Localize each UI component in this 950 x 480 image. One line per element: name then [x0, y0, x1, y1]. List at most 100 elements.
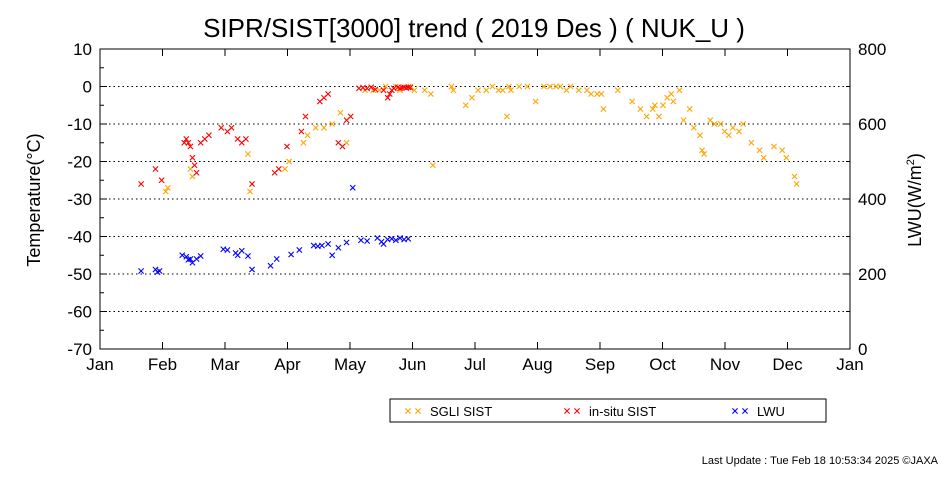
sgli-sist-point: [670, 98, 677, 105]
sgli-sist-point: [637, 106, 644, 112]
legend-marker-lwu: [742, 408, 748, 414]
sgli-sist-point: [547, 83, 553, 90]
y2-tick-label: 800: [858, 40, 886, 59]
lwu-point: [397, 235, 403, 241]
sgli-sist-point: [329, 121, 336, 127]
y-tick-label: -50: [67, 265, 92, 284]
lwu-point: [197, 253, 204, 259]
legend-label-sgli-sist: SGLI SIST: [430, 404, 492, 419]
y-tick-label: -30: [67, 190, 92, 209]
sgli-sist-point: [711, 121, 718, 127]
lwu-point: [343, 239, 350, 246]
in-situ-sist-point: [275, 166, 282, 172]
in-situ-sist-point: [193, 169, 200, 176]
sgli-sist-point: [740, 121, 747, 127]
sgli-sist-point: [729, 124, 736, 131]
x-tick-label: Jan: [836, 355, 863, 374]
sgli-sist-point: [300, 139, 307, 146]
sgli-sist-point: [649, 106, 656, 112]
x-tick-label: Nov: [710, 355, 741, 374]
axis-ticks: [99, 48, 851, 350]
y-tick-label: -40: [67, 228, 92, 247]
sgli-sist-point: [651, 102, 658, 109]
sgli-sist-point: [629, 98, 636, 105]
last-update-text: Last Update : Tue Feb 18 10:53:34 2025 ©…: [701, 455, 938, 467]
in-situ-sist-point: [347, 113, 354, 120]
sgli-sist-point: [725, 132, 732, 139]
x-tick-label: May: [334, 355, 367, 374]
lwu-point: [318, 242, 325, 249]
lwu-point: [138, 268, 145, 274]
lwu-point: [187, 256, 194, 262]
sgli-sist-point: [247, 188, 253, 195]
legend-box: [389, 398, 827, 423]
lwu-point: [349, 184, 356, 191]
lwu-point: [267, 262, 274, 269]
sgli-sist-point: [411, 87, 418, 94]
sgli-sist-point: [507, 87, 514, 94]
x-tick-label: Sep: [585, 355, 615, 374]
x-tick-label: Apr: [274, 355, 301, 374]
sgli-sist-point: [382, 83, 389, 90]
sgli-sist-point: [499, 87, 506, 94]
sgli-sist-point: [643, 113, 650, 120]
sgli-sist-point: [717, 121, 724, 127]
sgli-sist-point: [448, 83, 455, 90]
sgli-sist-point: [736, 128, 743, 135]
in-situ-sist-point: [152, 166, 159, 172]
sgli-sist-point: [588, 91, 595, 97]
in-situ-sist-point: [218, 124, 225, 131]
lwu-point: [244, 253, 251, 259]
in-situ-sist-point: [228, 124, 235, 131]
lwu-point: [405, 235, 412, 242]
legend-marker-lwu: [732, 408, 738, 414]
in-situ-sist-point: [242, 136, 249, 142]
x-tick-label: Jun: [399, 355, 426, 374]
sgli-sist-point: [793, 181, 800, 187]
sgli-sist-point: [760, 154, 767, 161]
y-tick-label: -10: [67, 115, 92, 134]
sgli-sist-point: [468, 94, 475, 101]
sgli-sist-point: [680, 117, 687, 124]
in-situ-sist-point: [325, 91, 332, 97]
sgli-sist-point: [164, 184, 171, 191]
x-tick-label: Dec: [772, 355, 803, 374]
x-tick-labels: Jan Feb Mar Apr May Jun Jul Aug Sep Oct Nov Dec Jan: [86, 355, 863, 374]
lwu-point: [325, 241, 332, 247]
sgli-sist-point: [532, 98, 539, 105]
sgli-sist-point: [676, 87, 683, 94]
y2-axis-label-sup: 2: [905, 159, 917, 165]
y2-tick-label: 600: [858, 115, 886, 134]
sgli-sist-point: [462, 102, 469, 109]
sgli-sist-point: [320, 124, 327, 131]
sgli-sist-point: [429, 162, 436, 169]
legend-marker-in-situ-sist: [564, 408, 570, 414]
sgli-sist-point: [524, 83, 531, 90]
x-tick-label: Aug: [522, 355, 552, 374]
lwu-point: [183, 253, 190, 260]
sgli-sist-point: [600, 106, 607, 112]
legend-marker-sgli-sist: [405, 408, 411, 414]
legend-label-lwu: LWU: [757, 404, 785, 419]
lwu-point: [273, 256, 280, 262]
lwu-point: [392, 237, 399, 244]
y-tick-labels: 10 0 -10 -20 -30 -40 -50 -60 -70: [67, 40, 92, 359]
sgli-sist-point: [503, 113, 510, 120]
in-situ-sist-point: [189, 154, 196, 161]
sgli-sist-point: [286, 158, 293, 165]
sgli-sist-point: [337, 109, 344, 116]
data-points: [138, 83, 800, 276]
legend-marker-sgli-sist: [415, 408, 421, 414]
lwu-point: [335, 244, 342, 251]
in-situ-sist-point: [205, 132, 212, 139]
y2-axis-label-end: ): [905, 153, 925, 159]
sgli-sist-point: [748, 139, 755, 146]
sgli-sist-point: [244, 151, 251, 157]
sgli-sist-point: [699, 147, 706, 154]
in-situ-sist-point: [368, 84, 375, 91]
x-tick-label: Feb: [148, 355, 177, 374]
sgli-sist-point: [304, 132, 311, 139]
lwu-point: [357, 237, 364, 244]
y-tick-label: -70: [67, 340, 92, 359]
